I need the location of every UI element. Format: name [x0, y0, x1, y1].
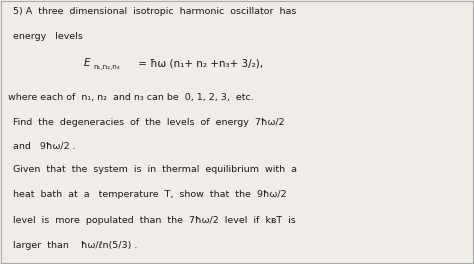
Text: = ħω (n₁+ n₂ +n₃+ 3/₂),: = ħω (n₁+ n₂ +n₃+ 3/₂), [136, 58, 264, 68]
Text: energy   levels: energy levels [12, 32, 82, 41]
Text: 5) A  three  dimensional  isotropic  harmonic  oscillator  has: 5) A three dimensional isotropic harmoni… [12, 7, 296, 16]
Text: level  is  more  populated  than  the  7ħω/2  level  if  kʙT  is: level is more populated than the 7ħω/2 l… [12, 215, 295, 224]
Text: heat  bath  at  a   temperature  T,  show  that  the  9ħω/2: heat bath at a temperature T, show that … [12, 190, 286, 199]
Text: and   9ħω/2 .: and 9ħω/2 . [12, 142, 75, 151]
Text: E: E [83, 58, 90, 68]
Text: n₁,n₂,n₃: n₁,n₂,n₃ [94, 64, 120, 70]
Text: Find  the  degeneracies  of  the  levels  of  energy  7ħω/2: Find the degeneracies of the levels of e… [12, 117, 284, 126]
Text: Given  that  the  system  is  in  thermal  equilibrium  with  a: Given that the system is in thermal equi… [12, 165, 297, 174]
Text: where each of  n₁, n₂  and n₃ can be  0, 1, 2, 3,  etc.: where each of n₁, n₂ and n₃ can be 0, 1,… [5, 93, 254, 102]
Text: larger  than    ħω/ℓn(5/3) .: larger than ħω/ℓn(5/3) . [12, 241, 137, 250]
